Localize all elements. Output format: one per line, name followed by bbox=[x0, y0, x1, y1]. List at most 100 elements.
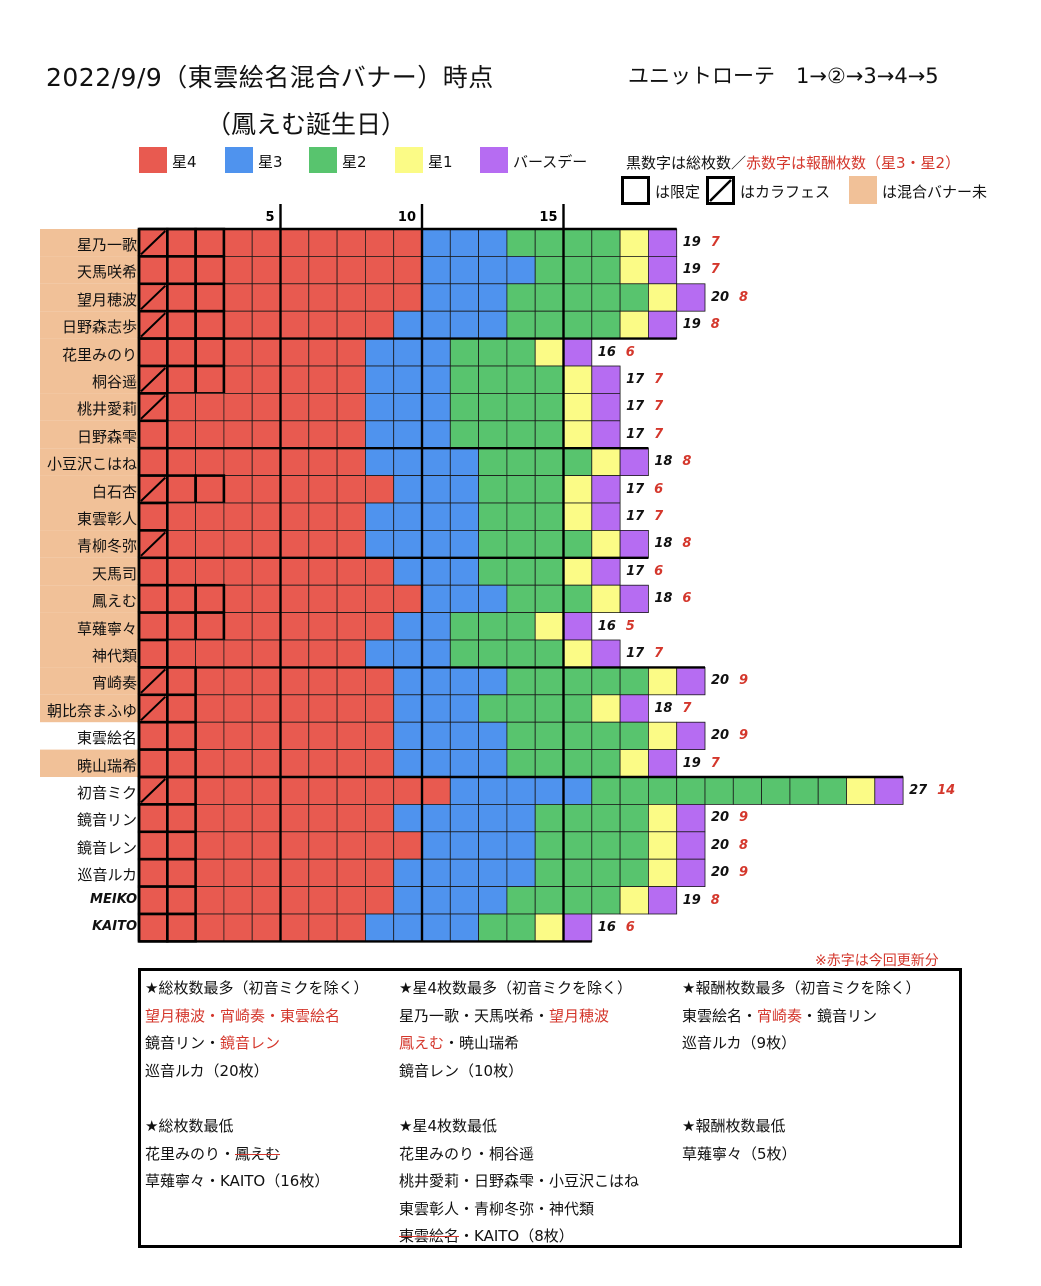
card-cell bbox=[223, 530, 253, 559]
card-cell bbox=[648, 310, 678, 340]
card-cell bbox=[506, 886, 536, 915]
row-name: 東雲絵名 bbox=[76, 729, 137, 748]
card-cell bbox=[393, 913, 423, 942]
card-cell bbox=[280, 530, 310, 559]
card-cell bbox=[308, 420, 338, 449]
summary-heading: ★星4枚数最低 bbox=[399, 1117, 497, 1135]
card-cell bbox=[648, 858, 678, 888]
card-cell bbox=[336, 584, 366, 614]
card-cell bbox=[251, 365, 281, 394]
card-cell bbox=[138, 584, 168, 614]
card-cell bbox=[789, 776, 819, 805]
card-cell bbox=[506, 584, 536, 614]
card-cell bbox=[506, 804, 536, 833]
card-cell bbox=[591, 831, 621, 860]
card-cell bbox=[648, 776, 678, 805]
colorfes-marker bbox=[140, 312, 166, 338]
row-name: 天馬司 bbox=[91, 564, 137, 583]
total-count: 17 bbox=[626, 372, 645, 387]
summary-text: 花里みのり・ bbox=[145, 1144, 236, 1163]
summary-text: 宵崎奏 bbox=[757, 1006, 803, 1025]
card-cell bbox=[166, 913, 197, 942]
card-cell bbox=[506, 694, 536, 723]
card-cell bbox=[336, 557, 366, 586]
mixed-banner-bg bbox=[40, 612, 139, 640]
card-cell bbox=[449, 420, 479, 449]
reward-count: 7 bbox=[654, 426, 664, 442]
card-cell bbox=[336, 283, 366, 312]
mixed-banner-bg bbox=[40, 749, 139, 777]
summary-star4-least: ★星4枚数最低 花里みのり・桐谷遥 桃井愛莉・日野森雫・小豆沢こはね 東雲彰人・青柳冬… bbox=[399, 1113, 639, 1251]
card-cell bbox=[534, 557, 564, 586]
card-cell bbox=[166, 255, 197, 285]
card-cell bbox=[364, 365, 395, 394]
card-cell bbox=[591, 365, 621, 394]
card-cell bbox=[280, 694, 310, 723]
summary-text: ・KAITO（8枚） bbox=[459, 1227, 574, 1245]
summary-heading: ★総枚数最低 bbox=[145, 1117, 234, 1135]
card-cell bbox=[195, 530, 225, 559]
card-cell bbox=[166, 886, 197, 915]
total-count: 27 bbox=[909, 783, 928, 798]
card-cell bbox=[251, 283, 281, 312]
card-cell bbox=[280, 639, 310, 668]
card-cell bbox=[563, 338, 593, 367]
card-cell bbox=[308, 913, 338, 942]
mixed-banner-bg bbox=[40, 557, 139, 586]
row-name: 鏡音レン bbox=[76, 838, 137, 857]
summary-heading: ★報酬枚数最多（初音ミクを除く） bbox=[682, 979, 921, 997]
card-cell bbox=[421, 365, 451, 394]
card-cell bbox=[506, 831, 536, 860]
card-cell bbox=[308, 749, 338, 778]
card-cell bbox=[478, 420, 508, 449]
card-cell bbox=[563, 913, 593, 942]
card-cell bbox=[534, 749, 564, 778]
card-cell bbox=[534, 776, 564, 805]
card-cell bbox=[223, 557, 253, 586]
card-cell bbox=[251, 392, 281, 422]
card-cell bbox=[195, 310, 225, 340]
card-cell bbox=[280, 447, 310, 477]
card-cell bbox=[364, 639, 395, 668]
reward-count: 8 bbox=[710, 317, 720, 333]
summary-text: ・暁山瑞希 bbox=[444, 1034, 520, 1052]
card-cell bbox=[421, 776, 451, 805]
card-cell bbox=[195, 447, 225, 477]
card-cell bbox=[166, 721, 197, 751]
card-cell bbox=[223, 310, 253, 340]
summary-line: 草薙寧々・KAITO（16枚） bbox=[145, 1168, 329, 1196]
colorfes-marker bbox=[140, 394, 166, 420]
card-cell bbox=[421, 667, 451, 696]
card-cell bbox=[364, 447, 395, 477]
card-cell bbox=[393, 420, 423, 449]
card-cell bbox=[308, 475, 338, 504]
card-cell bbox=[591, 502, 621, 531]
card-cell bbox=[166, 502, 197, 531]
legend-swatch-star1 bbox=[395, 147, 423, 173]
card-cell bbox=[280, 392, 310, 422]
card-cell bbox=[506, 721, 536, 751]
card-cell bbox=[364, 667, 395, 696]
card-cell bbox=[648, 255, 678, 285]
card-cell bbox=[280, 283, 310, 312]
card-cell bbox=[591, 557, 621, 586]
card-cell bbox=[251, 475, 281, 504]
card-cell bbox=[421, 831, 451, 860]
card-cell bbox=[704, 776, 734, 805]
card-cell bbox=[280, 721, 310, 751]
card-cell bbox=[478, 338, 508, 367]
card-cell bbox=[619, 584, 649, 614]
card-cell bbox=[138, 420, 168, 449]
card-cell bbox=[393, 255, 423, 285]
legend-label-star4: 星4 bbox=[172, 153, 197, 171]
card-cell bbox=[393, 228, 423, 257]
card-cell bbox=[166, 694, 197, 723]
card-cell bbox=[591, 255, 621, 285]
card-cell bbox=[478, 776, 508, 805]
reward-count: 6 bbox=[625, 920, 635, 935]
reward-count: 7 bbox=[710, 235, 720, 250]
card-cell bbox=[648, 228, 678, 257]
card-cell bbox=[280, 420, 310, 449]
card-cell bbox=[563, 255, 593, 285]
row-name: 日野森志歩 bbox=[61, 318, 137, 337]
